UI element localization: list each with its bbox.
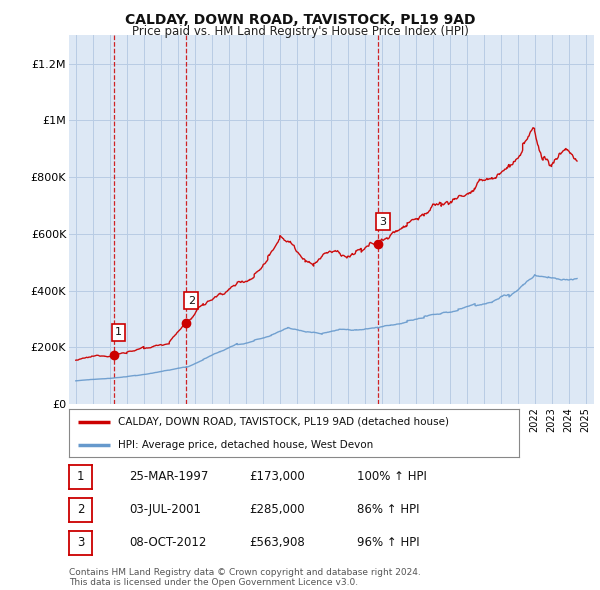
Text: Price paid vs. HM Land Registry's House Price Index (HPI): Price paid vs. HM Land Registry's House … [131, 25, 469, 38]
Text: 08-OCT-2012: 08-OCT-2012 [129, 536, 206, 549]
Text: 1: 1 [77, 470, 84, 483]
Text: 2: 2 [188, 296, 195, 306]
Text: 1: 1 [115, 327, 122, 337]
Text: 3: 3 [77, 536, 84, 549]
Text: 2: 2 [77, 503, 84, 516]
Text: 100% ↑ HPI: 100% ↑ HPI [357, 470, 427, 483]
Text: 3: 3 [379, 217, 386, 227]
Text: £563,908: £563,908 [249, 536, 305, 549]
Text: 03-JUL-2001: 03-JUL-2001 [129, 503, 201, 516]
Text: Contains HM Land Registry data © Crown copyright and database right 2024.
This d: Contains HM Land Registry data © Crown c… [69, 568, 421, 587]
Text: CALDAY, DOWN ROAD, TAVISTOCK, PL19 9AD (detached house): CALDAY, DOWN ROAD, TAVISTOCK, PL19 9AD (… [119, 417, 449, 427]
Text: 86% ↑ HPI: 86% ↑ HPI [357, 503, 419, 516]
Text: CALDAY, DOWN ROAD, TAVISTOCK, PL19 9AD: CALDAY, DOWN ROAD, TAVISTOCK, PL19 9AD [125, 13, 475, 27]
Text: HPI: Average price, detached house, West Devon: HPI: Average price, detached house, West… [119, 440, 374, 450]
Text: 25-MAR-1997: 25-MAR-1997 [129, 470, 208, 483]
Text: 96% ↑ HPI: 96% ↑ HPI [357, 536, 419, 549]
Text: £285,000: £285,000 [249, 503, 305, 516]
Text: £173,000: £173,000 [249, 470, 305, 483]
